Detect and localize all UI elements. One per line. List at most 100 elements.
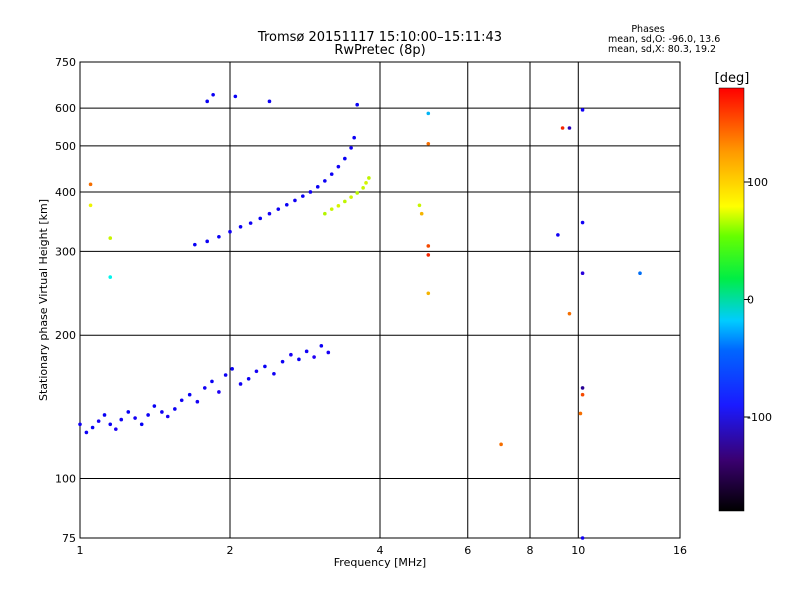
data-point (367, 176, 371, 180)
y-tick-label: 300 (55, 245, 76, 258)
data-point (567, 126, 572, 130)
data-point (355, 102, 359, 107)
data-points (78, 92, 642, 540)
data-point (88, 182, 93, 187)
x-tick-label: 1 (77, 544, 84, 557)
data-point (426, 244, 431, 248)
colorbar-tick-label: 100 (747, 176, 768, 189)
data-point (426, 111, 431, 116)
stats-line-o: mean, sd,O: -96.0, 13.6 (608, 34, 720, 45)
x-axis-label: Frequency [MHz] (334, 556, 426, 569)
data-point (361, 186, 365, 190)
data-point (102, 413, 107, 417)
y-tick-labels: 75 100 200 300 400 500 600 750 (55, 56, 76, 545)
data-point (133, 416, 137, 420)
data-point (580, 536, 585, 540)
data-point (419, 211, 424, 216)
data-point (578, 411, 583, 416)
y-tick-label: 200 (55, 329, 76, 342)
data-point (165, 414, 170, 419)
data-point (352, 135, 356, 140)
x-tick-label: 10 (571, 544, 585, 557)
data-point (267, 99, 272, 104)
colorbar-label: [deg] (715, 71, 750, 86)
y-tick-label: 600 (55, 102, 76, 115)
data-point (152, 404, 157, 408)
data-point (319, 344, 324, 348)
data-point (580, 108, 585, 112)
data-point (90, 425, 95, 430)
data-point (108, 275, 113, 279)
data-point (202, 386, 207, 390)
data-point (580, 386, 585, 390)
x-tick-label: 6 (464, 544, 471, 557)
data-point (205, 239, 209, 244)
data-point (355, 191, 359, 195)
data-point (205, 99, 209, 104)
y-tick-label: 100 (55, 473, 76, 486)
grid (79, 61, 681, 539)
data-point (217, 234, 221, 239)
colorbar (718, 87, 745, 512)
x-tick-labels: 1 2 4 6 8 10 16 (77, 544, 688, 557)
data-point (499, 442, 503, 447)
data-point (308, 190, 313, 194)
chart-subtitle: RwPretec (8p) (334, 43, 425, 58)
data-point (223, 373, 228, 377)
data-point (254, 369, 259, 374)
data-point (230, 367, 234, 371)
data-point (426, 291, 431, 296)
data-point (160, 410, 164, 414)
data-point (426, 141, 431, 146)
data-point (364, 181, 368, 185)
data-point (323, 179, 327, 183)
x-tick-label: 8 (527, 544, 534, 557)
data-point (263, 364, 267, 369)
colorbar-ticks: 100 0 -100 (744, 176, 772, 424)
data-point (580, 392, 585, 397)
colorbar-tick-label: -100 (747, 411, 772, 424)
stats-line-x: mean, sd,X: 80.3, 19.2 (608, 44, 716, 55)
data-point (336, 164, 341, 169)
data-point (293, 198, 297, 203)
data-point (580, 271, 585, 276)
data-point (349, 146, 353, 150)
data-point (217, 390, 221, 394)
data-point (323, 211, 327, 216)
data-point (329, 172, 334, 176)
data-point (173, 407, 177, 411)
stats-header: Phases (631, 24, 664, 35)
data-point (84, 430, 89, 435)
y-tick-label: 750 (55, 56, 76, 69)
data-point (426, 253, 431, 257)
data-point (276, 207, 281, 211)
y-tick-label: 500 (55, 140, 76, 153)
data-point (126, 410, 131, 414)
data-point (280, 359, 285, 364)
data-point (146, 413, 150, 417)
data-point (326, 350, 331, 355)
x-tick-label: 2 (227, 544, 234, 557)
data-point (638, 271, 642, 276)
data-point (139, 422, 144, 427)
data-point (580, 220, 585, 225)
data-point (312, 355, 316, 359)
data-point (315, 185, 320, 189)
data-point (272, 371, 276, 376)
data-point (193, 242, 197, 247)
data-point (248, 221, 253, 225)
data-point (560, 126, 565, 130)
data-point (78, 422, 82, 427)
data-point (119, 417, 124, 422)
data-point (114, 427, 118, 431)
data-point (179, 398, 184, 403)
data-point (297, 357, 301, 362)
data-point (349, 195, 353, 199)
data-point (284, 202, 289, 207)
data-point (211, 92, 215, 97)
data-point (96, 419, 101, 423)
data-point (210, 379, 214, 384)
data-point (329, 207, 334, 211)
data-point (336, 204, 341, 208)
